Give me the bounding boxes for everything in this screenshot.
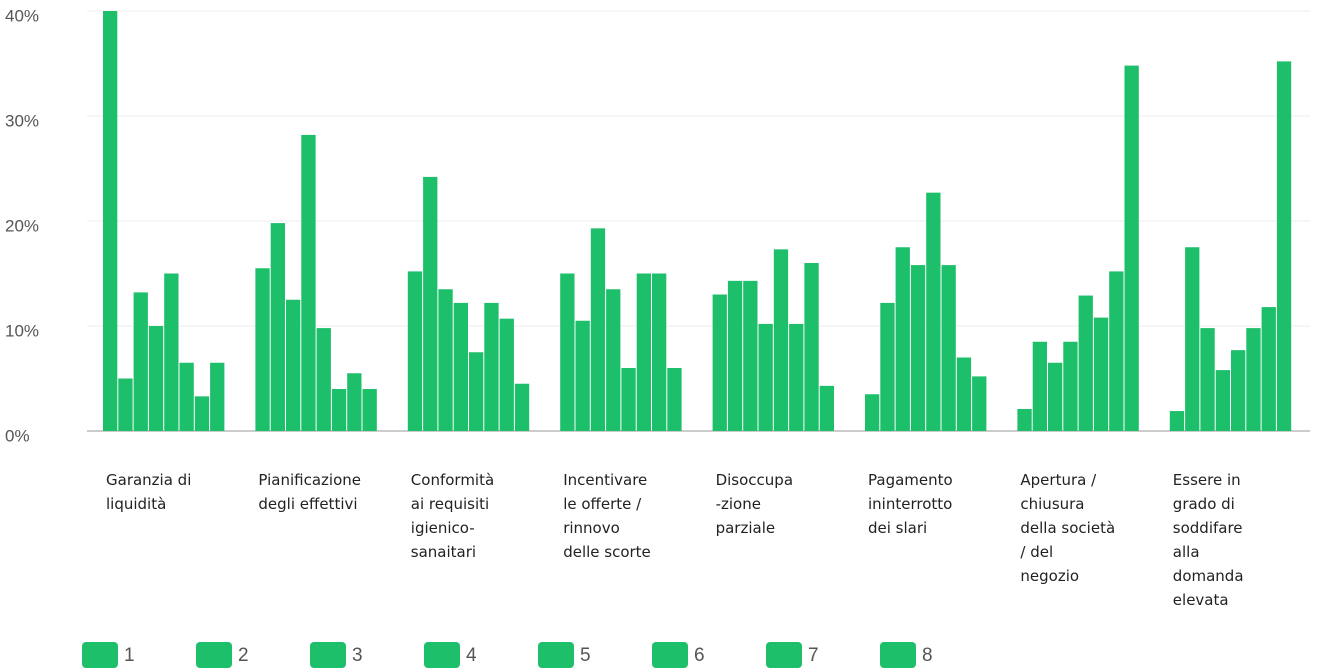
- bar: [926, 192, 941, 431]
- y-tick-label: 20%: [5, 216, 39, 235]
- bar: [1078, 295, 1093, 431]
- bar: [316, 328, 331, 431]
- bar: [1169, 411, 1185, 431]
- bar: [270, 223, 285, 431]
- bar: [1017, 408, 1032, 431]
- bar: [194, 396, 210, 431]
- bar: [972, 376, 987, 431]
- x-tick-label: Incentivare le offerte / rinnovo delle s…: [563, 471, 651, 561]
- legend-label: 6: [694, 645, 705, 666]
- bar: [1093, 317, 1109, 431]
- bar: [1048, 362, 1063, 431]
- legend-swatch: [538, 642, 574, 668]
- bar: [956, 357, 972, 431]
- y-tick-label: 40%: [5, 6, 39, 25]
- bar: [1032, 341, 1047, 431]
- bar: [514, 383, 530, 431]
- bar: [210, 362, 225, 431]
- legend-swatch: [766, 642, 802, 668]
- bar: [1063, 341, 1078, 431]
- bar: [560, 273, 575, 431]
- bar: [133, 292, 148, 431]
- bar: [301, 134, 316, 431]
- bar: [804, 263, 819, 431]
- bar: [331, 389, 347, 431]
- legend-label: 8: [922, 645, 933, 666]
- legend-swatch: [196, 642, 232, 668]
- bar: [407, 271, 423, 431]
- bar: [484, 302, 499, 431]
- legend-label: 5: [580, 645, 591, 666]
- bar: [423, 176, 438, 431]
- bar: [590, 228, 606, 431]
- bar: [652, 273, 667, 431]
- bar: [910, 265, 926, 431]
- bar: [118, 378, 133, 431]
- bar: [865, 394, 880, 431]
- x-tick-label: Essere in grado di soddifare alla domand…: [1172, 471, 1244, 609]
- y-tick-label: 10%: [5, 321, 39, 340]
- bar: [880, 302, 895, 431]
- bar: [667, 368, 682, 431]
- y-tick-label: 0%: [5, 426, 30, 445]
- bar: [1261, 307, 1276, 431]
- bar: [895, 247, 910, 431]
- x-tick-label: Pagamento ininterrotto dei slari: [868, 471, 953, 537]
- legend-label: 3: [352, 645, 363, 666]
- bar: [773, 249, 789, 431]
- bar: [499, 318, 514, 431]
- x-tick-label: Apertura / chiusura della società / del …: [1020, 471, 1116, 585]
- x-tick-label: Garanzia di liquidità: [106, 471, 192, 513]
- bar: [575, 320, 590, 431]
- bar: [727, 280, 743, 431]
- legend-swatch: [652, 642, 688, 668]
- bar: [453, 302, 468, 431]
- y-tick-label: 30%: [5, 111, 39, 130]
- bar: [1276, 61, 1292, 432]
- legend-swatch: [880, 642, 916, 668]
- bar: [1200, 328, 1215, 431]
- bar: [1124, 65, 1139, 431]
- bar: [606, 289, 621, 431]
- bar: [743, 280, 758, 431]
- bar: [712, 294, 727, 431]
- bar: [1215, 370, 1230, 431]
- legend-swatch: [424, 642, 460, 668]
- bar: [789, 323, 804, 431]
- bar: [148, 326, 164, 431]
- bar: [941, 265, 956, 431]
- bar: [636, 273, 651, 431]
- x-tick-label: Disoccupa -zione parziale: [715, 471, 794, 537]
- x-tick-label: Conformità ai requisiti igienico- sanait…: [410, 471, 495, 561]
- bar: [286, 299, 301, 431]
- bar: [179, 362, 194, 431]
- bar: [103, 11, 118, 431]
- legend-label: 4: [466, 645, 477, 666]
- legend-label: 2: [238, 645, 249, 666]
- bar: [621, 368, 636, 431]
- bar: [347, 373, 362, 431]
- bar: [164, 273, 179, 431]
- bar: [362, 389, 377, 431]
- bar: [1231, 350, 1246, 431]
- bar: [758, 323, 773, 431]
- bar: [469, 352, 484, 431]
- x-tick-label: Pianificazione degli effettivi: [258, 471, 361, 513]
- bar: [1246, 328, 1261, 431]
- legend-swatch: [82, 642, 118, 668]
- bar: [438, 289, 453, 431]
- legend-swatch: [310, 642, 346, 668]
- legend-label: 1: [124, 645, 135, 666]
- bar: [255, 268, 270, 431]
- legend-label: 7: [808, 645, 819, 666]
- bar: [1185, 247, 1200, 431]
- bar: [1109, 271, 1124, 431]
- bar: [819, 385, 834, 431]
